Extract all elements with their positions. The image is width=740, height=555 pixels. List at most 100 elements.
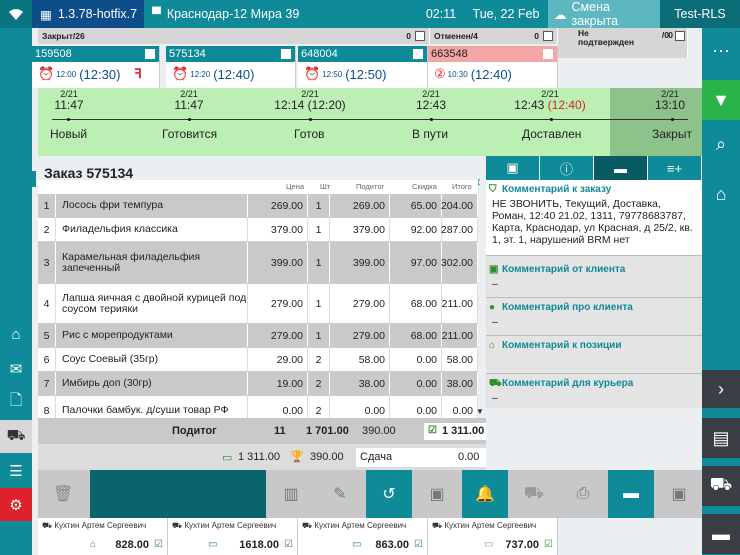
scooter-icon: ⛟: [709, 474, 733, 494]
tab-add-list[interactable]: ≡+: [648, 156, 702, 180]
tab-cancelled-checkbox[interactable]: [543, 31, 553, 41]
search-button[interactable]: ⌕: [702, 126, 740, 162]
column-header: Итого: [452, 182, 472, 191]
settings-button[interactable]: ⚙: [0, 488, 32, 521]
chart-icon: ▥: [283, 486, 299, 503]
user-name[interactable]: Test-RLS: [660, 0, 740, 28]
shift-status-button[interactable]: ☁ Смена закрыта: [548, 0, 660, 28]
timeline-label: В пути: [412, 127, 449, 141]
delete-button[interactable]: 🗑: [38, 470, 88, 518]
courier-order-card[interactable]: ⛟ Кухтин Артем Сергеевич ▭ 737.00 ☑: [428, 518, 558, 555]
report-button[interactable]: ▥: [268, 470, 314, 518]
tab-payment[interactable]: ▣: [486, 156, 540, 180]
courier-button[interactable]: ⛟: [702, 466, 740, 506]
order-card[interactable]: 648004 ⏰ 12:50 (12:50): [298, 46, 428, 88]
filter-button[interactable]: ▼: [702, 80, 740, 120]
brand-logo-icon: ꟻ: [134, 66, 142, 81]
table-row[interactable]: 5 Рис с морепродуктами 279.00 1 279.00 68.00 2…: [38, 324, 478, 348]
scooter-icon: ⛟: [523, 485, 545, 502]
timeline-dot: [430, 118, 433, 121]
order-card[interactable]: 663548 ② 10:30 (12:40): [428, 46, 558, 88]
message-button[interactable]: ▬: [608, 470, 654, 518]
scroll-up-down-icon[interactable]: ↕: [476, 176, 482, 188]
tab-info[interactable]: ⓘ: [540, 156, 594, 180]
card-checkbox[interactable]: [413, 49, 423, 59]
store-selector[interactable]: ▀ Краснодар-12 Мира 39: [152, 7, 300, 21]
chat-icon: ▬: [623, 485, 639, 502]
card-payment-icon: ▭: [222, 452, 233, 464]
alarm-button[interactable]: 🔔: [462, 470, 508, 518]
order-card[interactable]: 159508 ⏰ 12:00 (12:30) ꟻ: [32, 46, 160, 88]
status-timeline: [38, 88, 702, 156]
tab-closed[interactable]: Закрыт/26 0: [38, 28, 430, 44]
list-button[interactable]: ☰: [0, 454, 32, 487]
history-button[interactable]: ↺: [366, 470, 412, 518]
timeline-label: Закрыт: [652, 127, 692, 141]
scroll-down-icon[interactable]: ▼: [476, 407, 484, 416]
timeline-point: 2/21 11:47: [174, 89, 204, 112]
cash-icon: ▭: [484, 539, 494, 550]
new-order-button[interactable]: 🗋: [0, 386, 32, 419]
store-icon: ▀: [152, 7, 161, 21]
order-card[interactable]: 575134 ⏰ 12:20 (12:40): [166, 46, 296, 88]
app-version[interactable]: ▦ 1.3.78-hotfix.7: [32, 0, 144, 28]
check-icon: ☑: [428, 425, 437, 436]
timeline-point: 2/21 11:47: [54, 89, 84, 112]
print-button[interactable]: ⎙: [560, 470, 606, 518]
timeline-label: Новый: [50, 127, 88, 141]
info-icon: ⓘ: [559, 161, 573, 177]
timeline-label: Готов: [294, 127, 325, 141]
grid-icon: ▦: [40, 7, 52, 22]
bank-icon: ⌂: [90, 539, 97, 550]
courier-order-card[interactable]: ⛟ Кухтин Артем Сергеевич ⌂ 828.00 ☑: [38, 518, 168, 555]
action-toolbar: 🗑 ▥ ✎ ↺ ▣ 🔔 ⛟ ⎙ ▬ ▣: [38, 470, 702, 518]
tab-unconfirmed-checkbox[interactable]: [675, 31, 685, 41]
card-checkbox[interactable]: [281, 49, 291, 59]
courier-order-card[interactable]: ⛟ Кухтин Артем Сергеевич ▭ 1618.00 ☑: [168, 518, 298, 555]
timeline-dot: [188, 118, 191, 121]
home-button[interactable]: ⌂: [0, 318, 32, 351]
column-header: Скидка: [412, 182, 437, 191]
car-icon: ⛟: [432, 521, 443, 530]
client-comment: ▣ Комментарий от клиента –: [486, 260, 702, 298]
table-row[interactable]: 4 Лапша яичная с двойной курицей под соус…: [38, 284, 478, 324]
courier-comment: ⛟ Комментарий для курьера –: [489, 378, 634, 404]
mail-button[interactable]: ✉: [0, 352, 32, 385]
wallet-icon: ▣: [429, 486, 445, 503]
chat-icon: ▬: [712, 523, 730, 544]
card-checkbox[interactable]: [543, 49, 553, 59]
table-row[interactable]: 7 Имбирь доп (30гр) 19.00 2 38.00 0.00 38.00: [38, 372, 478, 396]
bell-icon: 🔔: [475, 486, 495, 503]
comment-icon: ▬: [614, 160, 627, 176]
tab-unconfirmed[interactable]: Не подтвержден /0 0: [558, 28, 688, 58]
delivery-button[interactable]: ⛟: [0, 420, 32, 453]
chat-button[interactable]: ▬: [702, 514, 740, 554]
table-row[interactable]: 8 Палочки бамбук. д/суши товар РФ 0.00 2 0.0…: [38, 396, 478, 418]
timeline-label: Доставлен: [522, 127, 582, 141]
store-button[interactable]: ⌂: [702, 176, 740, 212]
table-row[interactable]: 3 Карамельная филадельфия запеченный 399.0…: [38, 242, 478, 284]
more-button[interactable]: ⋯: [702, 36, 740, 66]
card-checkbox[interactable]: [145, 49, 155, 59]
tab-comments[interactable]: ▬: [594, 156, 648, 180]
expand-button[interactable]: ›: [702, 370, 740, 408]
table-row[interactable]: 1 Лосось фри темпура 269.00 1 269.00 65.00 204…: [38, 194, 478, 218]
shop-button[interactable]: ▤: [702, 418, 740, 458]
wallet-button[interactable]: ▣: [414, 470, 460, 518]
home-icon: ⌂: [11, 326, 21, 343]
courier-action-button[interactable]: ⛟: [510, 470, 558, 518]
table-row[interactable]: 6 Соус Соевый (35гр) 29.00 2 58.00 0.00 58.00: [38, 348, 478, 372]
top-bar: ▦ 1.3.78-hotfix.7 ▀ Краснодар-12 Мира 39…: [0, 0, 740, 28]
check-icon: ☑: [154, 539, 163, 550]
blank-action[interactable]: [90, 470, 266, 518]
timeline-dot: [671, 118, 674, 121]
courier-order-card[interactable]: ⛟ Кухтин Артем Сергеевич ▭ 863.00 ☑: [298, 518, 428, 555]
shop-icon: ▤: [712, 427, 730, 448]
tab-closed-checkbox[interactable]: [415, 31, 425, 41]
order-comment: ⛉ Комментарий к заказу НЕ ЗВОНИТЬ, Текущи…: [486, 180, 702, 256]
tab-cancelled[interactable]: Отменен/4 0: [430, 28, 558, 44]
edit-button[interactable]: ✎: [316, 470, 364, 518]
bag-button[interactable]: ▣: [656, 470, 702, 518]
table-row[interactable]: 2 Филадельфия классика 379.00 1 379.00 92.00 2…: [38, 218, 478, 242]
check-icon: ☑: [544, 539, 553, 550]
